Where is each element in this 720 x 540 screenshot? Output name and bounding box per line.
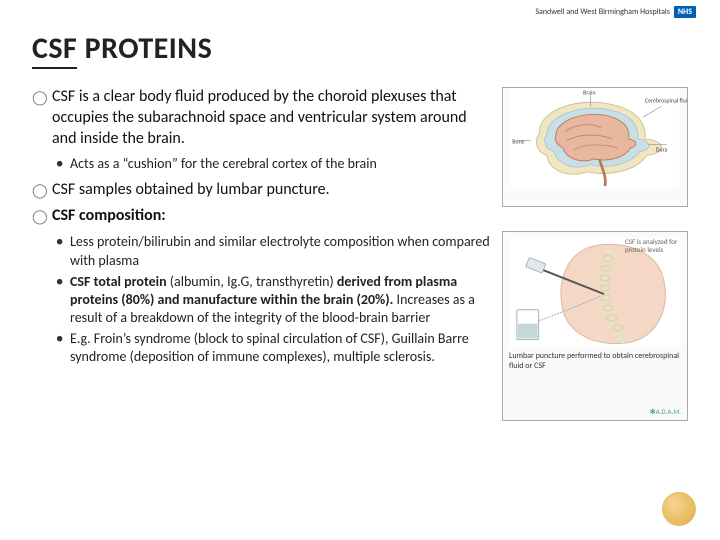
sub-list: ● Less protein/bilirubin and similar ele… [56, 233, 492, 366]
sub-list: ● Acts as a “cushion” for the cerebral c… [56, 155, 492, 173]
page-title: CSF PROTEINS [32, 30, 688, 69]
text-column: ◯ CSF is a clear body fluid produced by … [32, 87, 492, 421]
dot-bullet-icon: ● [56, 274, 70, 328]
dot-bullet-icon: ● [56, 156, 70, 173]
main-list: ◯ CSF samples obtained by lumbar punctur… [32, 180, 492, 228]
lp-note: CSF is analyzed for protein levels [625, 238, 681, 253]
list-item: ● Acts as a “cushion” for the cerebral c… [56, 155, 492, 173]
slide: Sandwell and West Birmingham Hospitals N… [0, 0, 720, 540]
adam-logo: ✽A.D.A.M. [650, 407, 681, 416]
label-bone: Bone [512, 137, 524, 145]
list-item: ● CSF total protein (albumin, Ig.G, tran… [56, 273, 492, 328]
label-brain: Brain [583, 88, 595, 96]
list-item: ◯ CSF is a clear body fluid produced by … [32, 87, 492, 149]
ring-bullet-icon: ◯ [32, 182, 52, 201]
brand-text: Sandwell and West Birmingham Hospitals [535, 7, 670, 17]
list-item: ◯ CSF samples obtained by lumbar punctur… [32, 180, 492, 201]
lumbar-svg [509, 238, 681, 348]
nhs-badge: NHS [674, 6, 696, 18]
brain-diagram: Bone Brain Cerebrospinal fluid Dura [502, 87, 688, 207]
label-dura: Dura [656, 146, 668, 154]
bullet-text: CSF is a clear body fluid produced by th… [52, 87, 492, 149]
image-column: Bone Brain Cerebrospinal fluid Dura CSF … [502, 87, 688, 421]
ring-bullet-icon: ◯ [32, 208, 52, 227]
header-brand: Sandwell and West Birmingham Hospitals N… [535, 6, 696, 18]
main-list: ◯ CSF is a clear body fluid produced by … [32, 87, 492, 149]
list-item: ● Less protein/bilirubin and similar ele… [56, 233, 492, 269]
label-csf: Cerebrospinal fluid [645, 97, 687, 105]
bullet-text: CSF samples obtained by lumbar puncture. [52, 180, 330, 201]
brain-svg: Bone Brain Cerebrospinal fluid Dura [503, 88, 687, 188]
list-item: ● E.g. Froin’s syndrome (block to spinal… [56, 330, 492, 366]
dot-bullet-icon: ● [56, 331, 70, 366]
title-word2: PROTEINS [85, 30, 213, 67]
title-word1: CSF [32, 30, 77, 69]
sub-text: CSF total protein (albumin, Ig.G, transt… [70, 273, 492, 328]
content-row: ◯ CSF is a clear body fluid produced by … [32, 87, 688, 421]
lp-caption: Lumbar puncture performed to obtain cere… [509, 352, 681, 371]
sub-text: Less protein/bilirubin and similar elect… [70, 233, 492, 269]
sub-text: Acts as a “cushion” for the cerebral cor… [70, 155, 377, 173]
accent-circle-icon [662, 492, 696, 526]
dot-bullet-icon: ● [56, 234, 70, 269]
bullet-text: CSF composition: [52, 206, 166, 227]
lumbar-puncture-diagram: CSF is analyzed for protein levels [502, 231, 688, 421]
list-item: ◯ CSF composition: [32, 206, 492, 227]
sub-text: E.g. Froin’s syndrome (block to spinal c… [70, 330, 492, 366]
ring-bullet-icon: ◯ [32, 89, 52, 149]
